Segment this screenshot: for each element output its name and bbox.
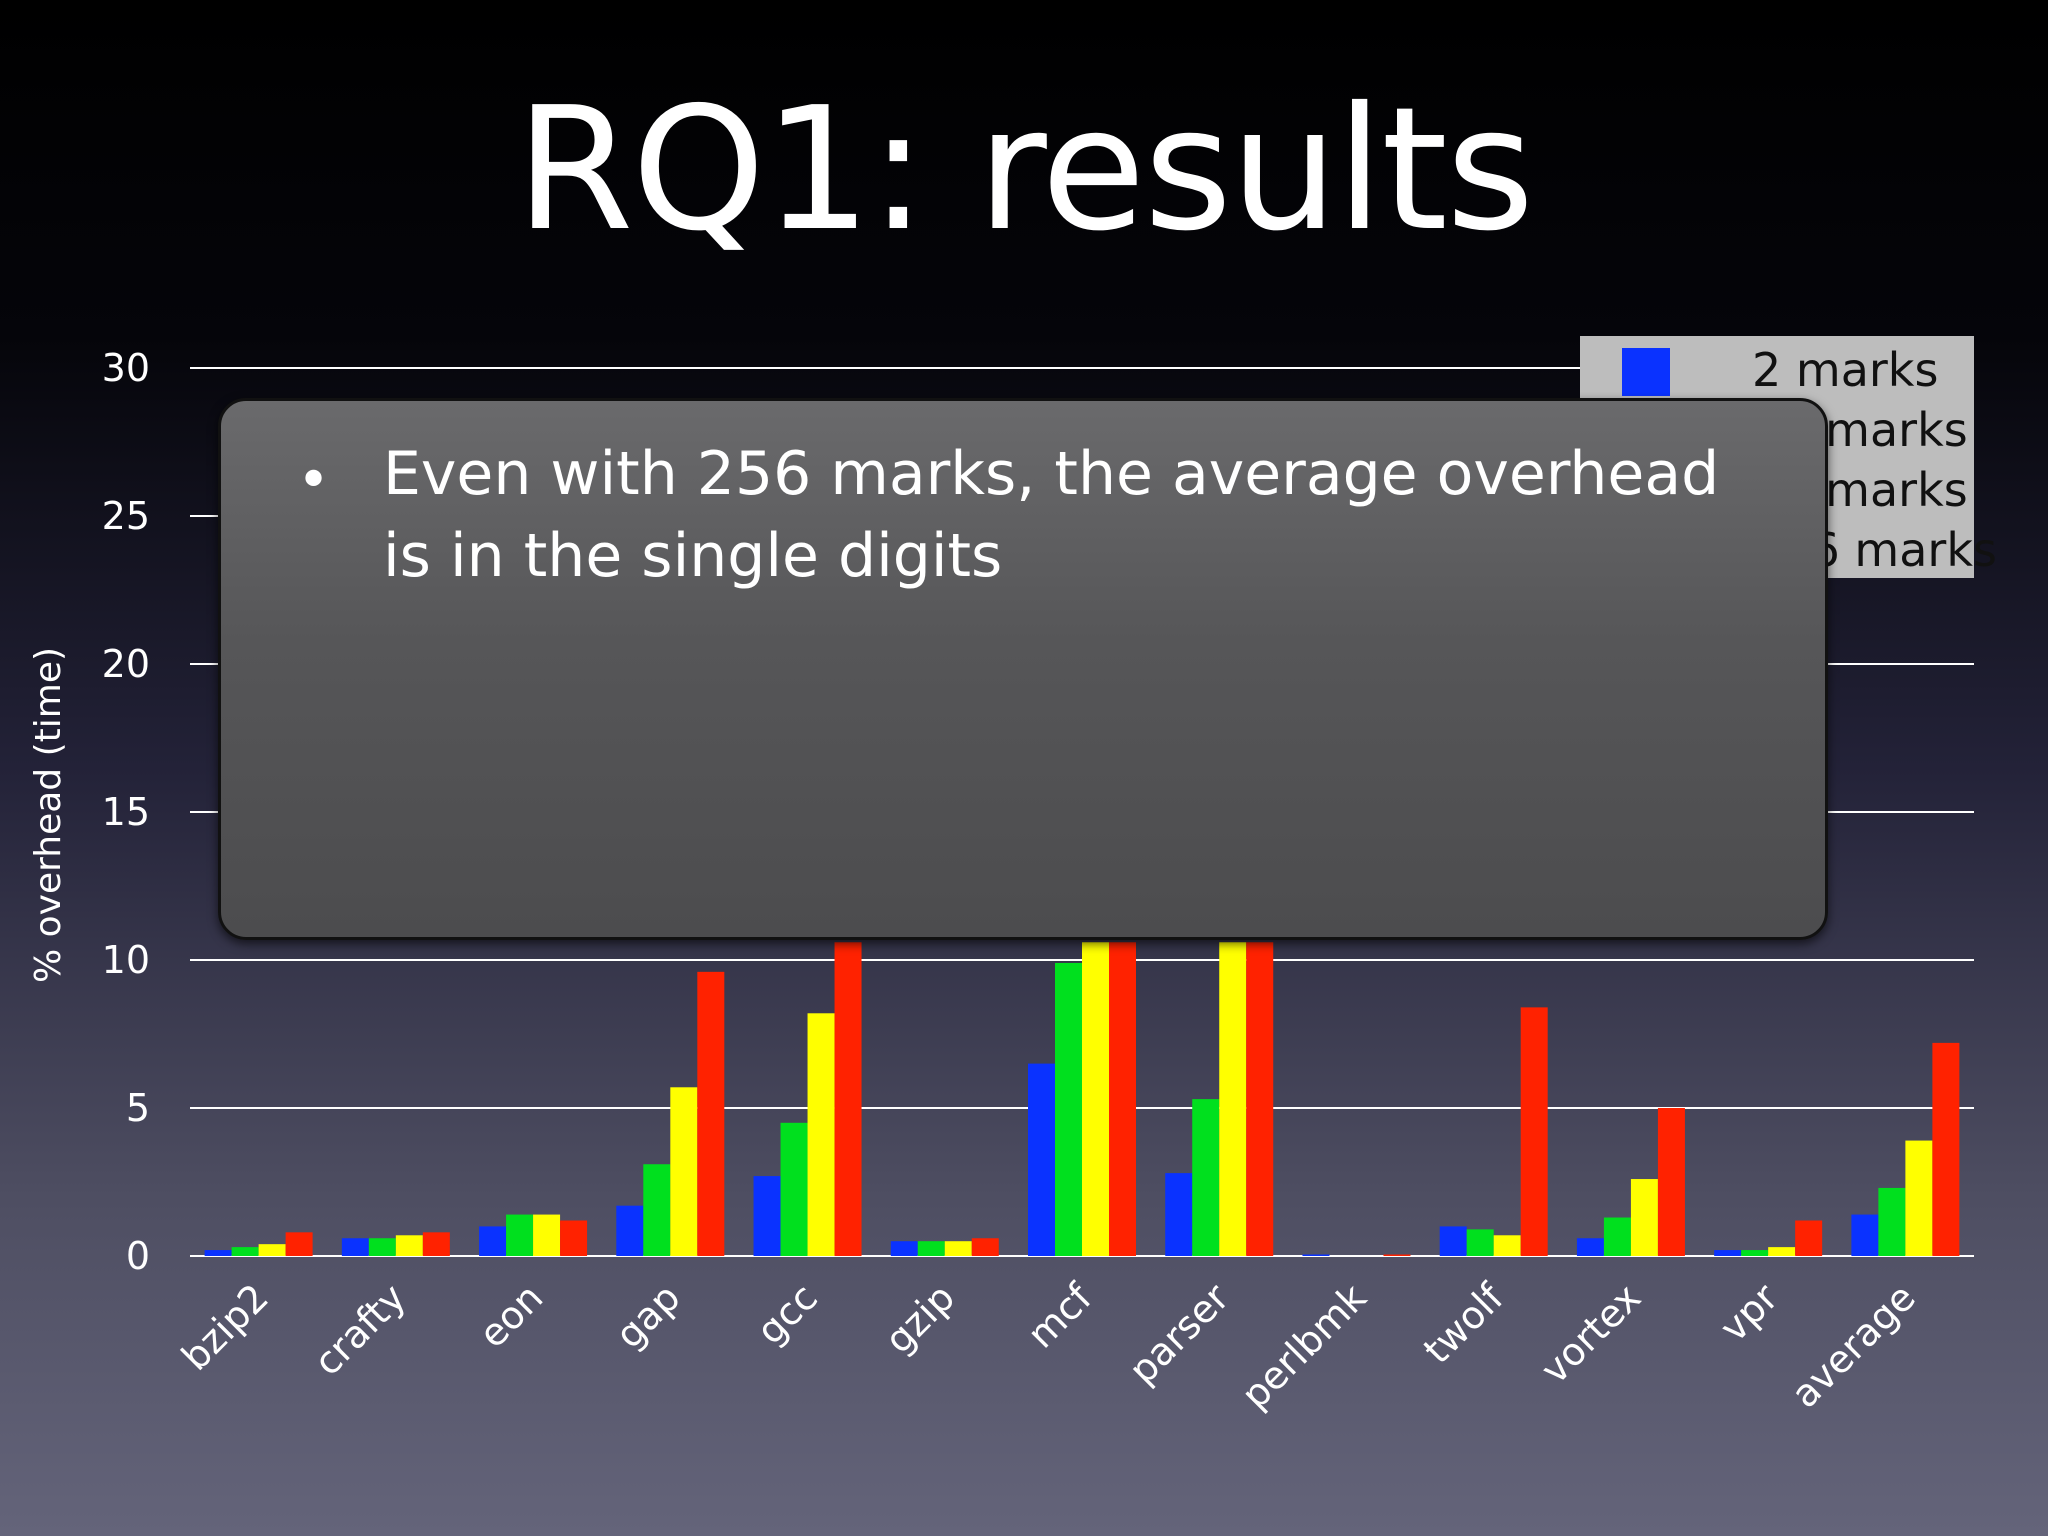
bar [1493,1235,1521,1256]
bar [1055,962,1082,1256]
bar [231,1247,259,1256]
bar [204,1250,232,1256]
bar [368,1238,396,1256]
x-category-label: gap [607,1275,689,1357]
bar [1851,1214,1879,1256]
bar [395,1235,423,1256]
callout-text: Even with 256 marks, the average overhea… [383,439,1720,591]
y-tick-label: 5 [126,1086,150,1130]
bar [1768,1247,1796,1256]
bar [1246,942,1274,1256]
bar [258,1244,286,1256]
bar [1630,1179,1658,1256]
bar [1657,1108,1685,1256]
bar [1466,1229,1494,1256]
bar [1439,1226,1467,1256]
bar [341,1238,369,1256]
bar [422,1232,450,1256]
bar [1520,1007,1548,1256]
bar [533,1214,561,1256]
bar [780,1122,808,1256]
slide-title: RQ1: results [515,71,1535,269]
y-tick-label: 20 [102,642,150,686]
bar [616,1205,644,1256]
x-category-label: bzip2 [173,1275,277,1379]
bar [1714,1250,1742,1256]
bar [670,1087,698,1256]
bar [1028,1063,1055,1256]
bar [643,1164,671,1256]
chart-y-ticks: 0 5 10 15 20 25 30 [102,346,150,1278]
bar [834,942,862,1256]
bar [1109,942,1136,1256]
bar [560,1220,588,1256]
bar [1795,1220,1823,1256]
bar [506,1214,534,1256]
x-category-label: crafty [305,1275,414,1384]
x-category-label: parser [1120,1275,1238,1393]
bar [697,971,725,1256]
bar [1905,1140,1933,1256]
x-category-label: twolf [1415,1274,1513,1372]
x-category-label: vortex [1532,1275,1649,1392]
bar [1302,1254,1330,1256]
legend-item: 2 marks [1622,340,1962,400]
bar [1082,942,1109,1256]
bar [479,1226,507,1256]
bar [890,1241,918,1256]
x-category-label: gzip [876,1275,963,1362]
x-category-label: average [1783,1275,1924,1416]
x-category-label: gcc [748,1275,826,1353]
bar [917,1241,945,1256]
callout-box: • Even with 256 marks, the average overh… [218,398,1828,940]
chart-x-labels: bzip2 crafty eon gap gcc gzip mcf parserperlbmk… [173,1274,1924,1417]
y-tick-label: 30 [102,346,150,390]
bar [1219,942,1247,1256]
bar [285,1232,313,1256]
bar [1932,1042,1960,1256]
bar [807,1013,835,1256]
bar [1383,1254,1411,1256]
legend-label: 2 marks [1752,343,1939,397]
bar [1741,1250,1769,1256]
y-tick-label: 0 [126,1234,150,1278]
y-axis-title: % overhead (time) [28,647,69,983]
bar [971,1238,999,1256]
bar [1192,1099,1220,1256]
chart-bars [204,942,1960,1256]
bar [1576,1238,1604,1256]
y-tick-label: 15 [102,790,150,834]
bullet-icon: • [297,448,331,513]
x-category-label: mcf [1019,1274,1102,1357]
bar [753,1176,781,1256]
x-category-label: eon [470,1275,551,1356]
x-category-label: vpr [1711,1275,1786,1350]
legend-swatch [1622,348,1670,396]
y-tick-label: 25 [102,494,150,538]
bar [1603,1217,1631,1256]
y-tick-label: 10 [102,938,150,982]
bar [944,1241,972,1256]
bar [1165,1173,1193,1256]
x-category-label: perlbmk [1233,1275,1375,1417]
bar [1878,1187,1906,1256]
